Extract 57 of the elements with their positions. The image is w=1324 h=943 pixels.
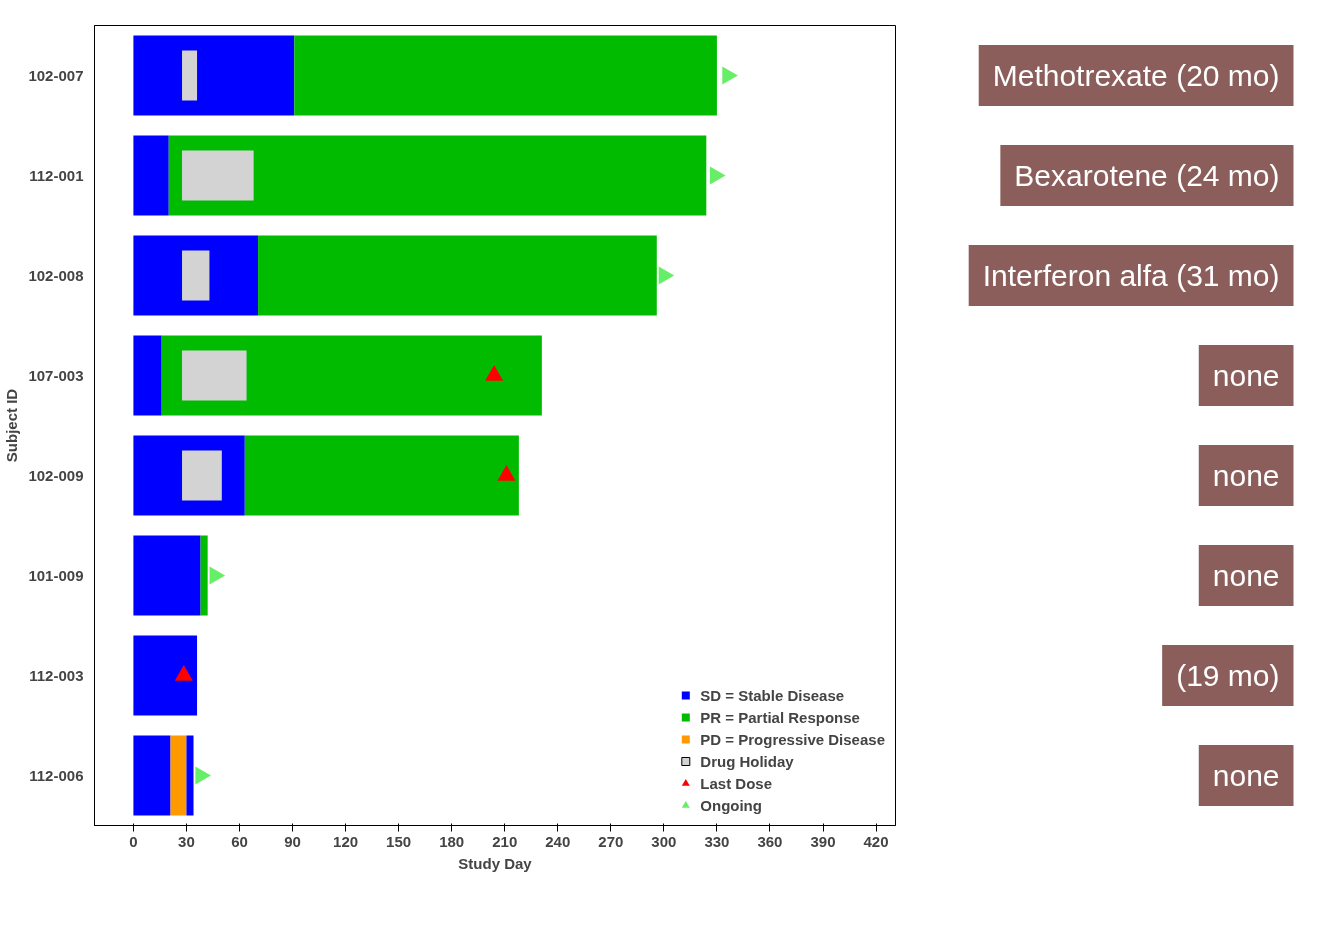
bar [133, 335, 162, 416]
text: none [1212, 559, 1280, 592]
bar [133, 135, 169, 216]
text: none [1212, 359, 1280, 392]
bar [133, 535, 201, 616]
x-tick-label: 90 [284, 832, 301, 850]
y-tick-label: 112-003 [29, 666, 84, 684]
bar [182, 450, 222, 501]
bar [200, 535, 208, 616]
x-tick-label: 150 [386, 832, 412, 850]
bar [182, 350, 247, 401]
legend-label: Ongoing [700, 796, 762, 814]
x-tick-label: 0 [129, 832, 138, 850]
text: Bexarotene (24 mo) [1014, 159, 1280, 192]
x-tick-label: 390 [810, 832, 836, 850]
text: none [1212, 459, 1280, 492]
bar [182, 150, 254, 201]
x-tick-label: 240 [545, 832, 571, 850]
y-tick-label: 112-001 [29, 166, 84, 184]
x-tick-label: 210 [492, 832, 518, 850]
y-tick-label: 107-003 [28, 366, 84, 384]
legend-label: Last Dose [700, 774, 772, 792]
text: Interferon alfa (31 mo) [982, 259, 1280, 292]
y-axis-title: Subject ID [3, 388, 21, 463]
x-tick-label: 360 [757, 832, 783, 850]
legend-label: PD = Progressive Disease [700, 730, 885, 748]
bar [133, 35, 295, 116]
y-tick-label: 102-007 [28, 66, 84, 84]
bar [186, 735, 194, 816]
x-tick-label: 330 [704, 832, 730, 850]
text: (19 mo) [1176, 659, 1280, 692]
bar [258, 235, 657, 316]
x-axis-title: Study Day [458, 854, 533, 872]
bar [170, 735, 187, 816]
y-tick-label: 101-009 [28, 566, 84, 584]
x-tick-label: 180 [439, 832, 465, 850]
legend-label: PR = Partial Response [700, 708, 860, 726]
y-tick-label: 102-008 [28, 266, 84, 284]
bar [182, 250, 210, 301]
y-tick-label: 112-006 [29, 766, 84, 784]
x-tick-label: 270 [598, 832, 624, 850]
bar [133, 635, 198, 716]
bar [182, 50, 198, 101]
x-tick-label: 60 [231, 832, 248, 850]
x-tick-label: 300 [651, 832, 677, 850]
bar [244, 435, 519, 516]
text: Methotrexate (20 mo) [992, 59, 1280, 92]
x-tick-label: 420 [863, 832, 889, 850]
bar [294, 35, 717, 116]
x-tick-label: 30 [178, 832, 195, 850]
bar [133, 735, 171, 816]
legend-label: Drug Holiday [700, 752, 794, 770]
y-tick-label: 102-009 [28, 466, 84, 484]
bar [168, 135, 707, 216]
x-tick-label: 120 [333, 832, 359, 850]
text: none [1212, 759, 1280, 792]
legend-label: SD = Stable Disease [700, 686, 845, 704]
